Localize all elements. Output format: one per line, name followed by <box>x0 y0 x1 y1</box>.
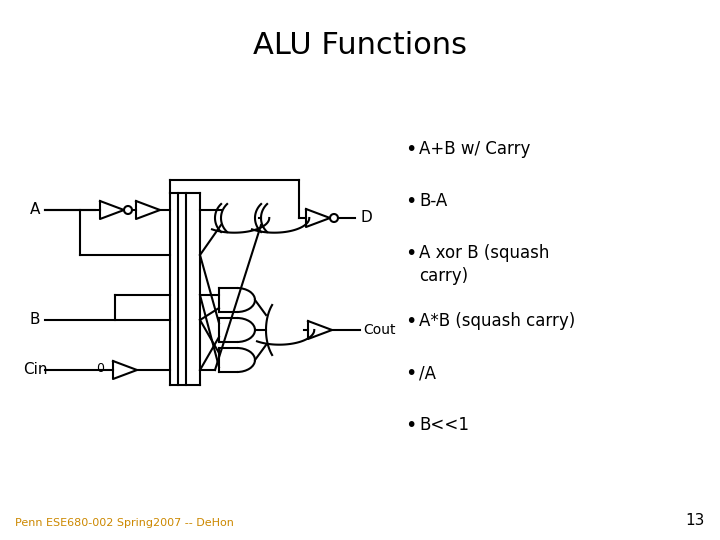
Text: A*B (squash carry): A*B (squash carry) <box>419 312 575 330</box>
Text: B: B <box>30 313 40 327</box>
Text: 13: 13 <box>685 513 705 528</box>
Text: •: • <box>405 192 416 211</box>
Text: Cout: Cout <box>363 323 395 337</box>
Text: /A: /A <box>419 364 436 382</box>
Text: B-A: B-A <box>419 192 447 210</box>
Text: A xor B (squash
carry): A xor B (squash carry) <box>419 244 549 285</box>
Text: ALU Functions: ALU Functions <box>253 30 467 59</box>
Text: D: D <box>360 211 372 226</box>
Text: •: • <box>405 416 416 435</box>
Text: •: • <box>405 312 416 331</box>
Text: A+B w/ Carry: A+B w/ Carry <box>419 140 531 158</box>
Text: 0: 0 <box>96 361 104 375</box>
Text: Penn ESE680-002 Spring2007 -- DeHon: Penn ESE680-002 Spring2007 -- DeHon <box>15 518 234 528</box>
Text: A: A <box>30 202 40 218</box>
Text: •: • <box>405 244 416 263</box>
Text: B<<1: B<<1 <box>419 416 469 434</box>
Text: Cin: Cin <box>23 362 48 377</box>
Text: •: • <box>405 140 416 159</box>
Text: •: • <box>405 364 416 383</box>
